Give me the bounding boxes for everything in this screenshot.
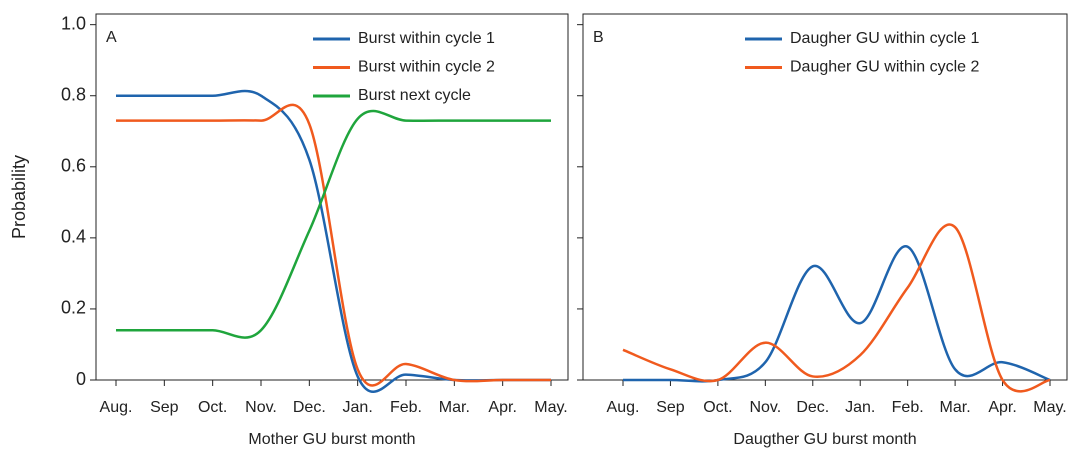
x-tick-label: Sep (150, 399, 179, 416)
x-tick-label: Dec. (293, 399, 326, 416)
x-tick-label: May. (534, 399, 567, 416)
x-tick-label: Nov. (245, 399, 277, 416)
x-tick-label: Dec. (796, 399, 829, 416)
x-tick-label: Aug. (607, 399, 640, 416)
x-axis-label: Daugther GU burst month (733, 431, 916, 448)
x-tick-label: Jan. (343, 399, 373, 416)
legend-label: Burst next cycle (358, 87, 471, 104)
y-tick-label: 0.8 (61, 84, 86, 104)
line-series (622, 245, 1051, 383)
x-tick-label: Mar. (940, 399, 971, 416)
x-tick-label: Oct. (703, 399, 732, 416)
y-tick-label: 0.6 (61, 156, 86, 176)
y-tick-label: 0 (76, 369, 86, 389)
y-tick-label: 0.2 (61, 298, 86, 318)
legend-label: Burst within cycle 1 (358, 30, 495, 47)
plot-frame (582, 13, 1068, 381)
x-tick-label: Apr. (488, 399, 516, 416)
plot-frame (95, 13, 569, 381)
line-series (622, 223, 1051, 393)
x-tick-label: Apr. (988, 399, 1016, 416)
panel-label: B (593, 29, 604, 46)
x-tick-label: Jan. (845, 399, 875, 416)
panel-label: A (106, 29, 117, 46)
x-tick-label: Aug. (100, 399, 133, 416)
x-tick-label: Nov. (749, 399, 781, 416)
legend-label: Daugher GU within cycle 1 (790, 30, 980, 47)
x-tick-label: Oct. (198, 399, 227, 416)
x-tick-label: Feb. (892, 399, 924, 416)
x-tick-label: Feb. (390, 399, 422, 416)
legend-label: Burst within cycle 2 (358, 59, 495, 76)
x-tick-label: Mar. (439, 399, 470, 416)
x-tick-label: Sep (656, 399, 685, 416)
x-axis-label: Mother GU burst month (248, 431, 415, 448)
y-axis-label: Probability (9, 155, 29, 239)
y-tick-label: 0.4 (61, 227, 86, 247)
y-tick-label: 1.0 (61, 13, 86, 33)
x-tick-label: May. (1033, 399, 1066, 416)
line-series (116, 103, 551, 387)
line-series (115, 109, 551, 339)
legend-label: Daugher GU within cycle 2 (790, 59, 980, 76)
